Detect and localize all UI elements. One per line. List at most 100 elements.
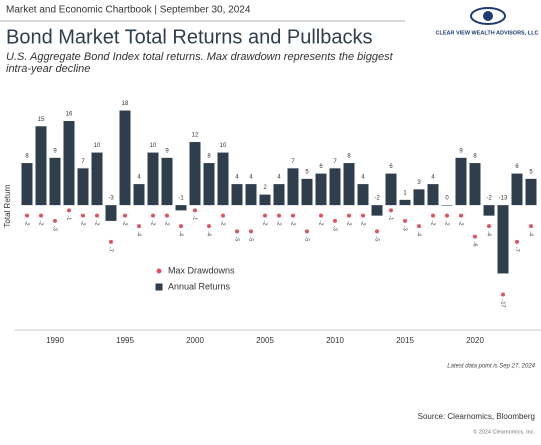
bar-label: 6 [319, 164, 323, 170]
bar [245, 184, 257, 206]
drawdown-dot [123, 213, 127, 218]
drawdown-dot [109, 239, 113, 244]
bar [147, 152, 159, 206]
drawdown-dot [193, 208, 197, 213]
bar [161, 157, 173, 206]
bar [49, 157, 61, 206]
bar-label: 9 [459, 148, 463, 154]
bar-label: 3 [417, 180, 421, 186]
bar [357, 184, 369, 206]
bar [469, 163, 481, 206]
drawdown-label: -2 [276, 221, 282, 226]
x-tick-label: 1995 [116, 336, 134, 345]
bar [343, 163, 355, 206]
bar [455, 157, 467, 206]
bar-label: -2 [374, 196, 380, 202]
drawdown-label: -2 [290, 221, 296, 226]
bar-label: 10 [220, 143, 227, 149]
x-tick-label: 2010 [326, 336, 344, 345]
logo-eye [470, 7, 506, 25]
drawdown-label: -17 [500, 299, 506, 307]
drawdown-dot [389, 208, 393, 213]
drawdown-dot [529, 224, 533, 229]
drawdown-dot [263, 213, 267, 218]
bar [511, 173, 523, 206]
drawdown-label: -3 [52, 226, 58, 231]
legend-swatch [156, 268, 162, 274]
drawdown-dot [25, 213, 29, 218]
legend-swatch [155, 283, 163, 291]
bar-label: 9 [165, 148, 169, 154]
subtitle-box: U.S. Aggregate Bond Index total returns.… [6, 51, 393, 75]
bar-label: 5 [529, 169, 533, 175]
bar-label: 7 [291, 159, 295, 165]
drawdown-dot [445, 213, 449, 218]
bar [217, 152, 229, 206]
drawdown-dot [249, 229, 253, 234]
bar [91, 152, 103, 206]
logo-pupil [483, 11, 493, 21]
bar [77, 168, 89, 206]
drawdown-dot [277, 213, 281, 218]
drawdown-dot [319, 213, 323, 218]
drawdown-label: -2 [38, 221, 44, 226]
drawdown-label: -4 [528, 231, 534, 236]
drawdown-label: -4 [416, 231, 422, 236]
note: Latest data point is Sep 27, 2024 [447, 364, 535, 370]
bar-label: 8 [25, 154, 29, 160]
drawdown-label: -6 [472, 242, 478, 247]
drawdown-label: -5 [304, 236, 310, 241]
bar [133, 184, 145, 206]
drawdown-dot [95, 213, 99, 218]
bar-label: 2 [263, 185, 267, 191]
drawdown-dot [53, 218, 57, 223]
drawdown-dot [165, 213, 169, 218]
drawdown-label: -2 [430, 221, 436, 226]
bar [63, 121, 75, 206]
bar-label: 15 [38, 117, 45, 123]
drawdown-dot [333, 218, 337, 223]
drawdown-label: -2 [360, 221, 366, 226]
bar-label: -1 [178, 196, 184, 202]
bar [441, 205, 453, 206]
bar-label: 4 [235, 175, 239, 181]
drawdown-dot [501, 292, 505, 297]
drawdown-dot [221, 213, 225, 218]
source: Source: Clearnomics, Bloomberg [418, 412, 535, 421]
drawdown-label: -4 [136, 231, 142, 236]
y-axis-label: Total Return [3, 184, 12, 227]
bar-label: -2 [486, 196, 492, 202]
drawdown-label: -2 [80, 221, 86, 226]
bar-label: 7 [333, 159, 337, 165]
bar-label: -13 [499, 196, 508, 202]
bar-label: 8 [347, 154, 351, 160]
bar-label: -3 [108, 196, 114, 202]
drawdown-dot [207, 224, 211, 229]
drawdown-label: -2 [164, 221, 170, 226]
bar [21, 163, 33, 206]
bar-label: 4 [249, 175, 253, 181]
x-tick-label: 2000 [186, 336, 204, 345]
drawdown-label: -2 [24, 221, 30, 226]
drawdown-label: -2 [122, 221, 128, 226]
bar [231, 184, 243, 206]
x-tick-label: 2005 [256, 336, 274, 345]
drawdown-dot [291, 213, 295, 218]
bar-label: 4 [431, 175, 435, 181]
drawdown-dot [431, 213, 435, 218]
bar [497, 205, 509, 274]
drawdown-label: -3 [332, 226, 338, 231]
bar-label: 10 [94, 143, 101, 149]
drawdown-label: -2 [94, 221, 100, 226]
chart-subtitle: U.S. Aggregate Bond Index total returns.… [6, 51, 393, 75]
bar-label: 12 [192, 133, 199, 139]
drawdown-label: -2 [220, 221, 226, 226]
drawdown-dot [235, 229, 239, 234]
drawdown-dot [137, 224, 141, 229]
bar [399, 199, 411, 206]
bar-label: 10 [150, 143, 157, 149]
bar [315, 173, 327, 206]
logo-text: CLEAR VIEW WEALTH ADVISORS, LLC [436, 30, 539, 36]
bar-label: 1 [403, 190, 407, 196]
